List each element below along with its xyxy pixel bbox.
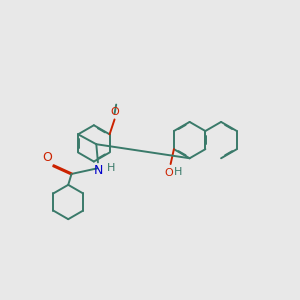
Text: H: H <box>107 163 116 173</box>
Text: O: O <box>43 151 52 164</box>
Text: H: H <box>174 167 182 177</box>
Text: O: O <box>165 168 173 178</box>
Text: N: N <box>93 164 103 177</box>
Text: O: O <box>110 107 119 117</box>
